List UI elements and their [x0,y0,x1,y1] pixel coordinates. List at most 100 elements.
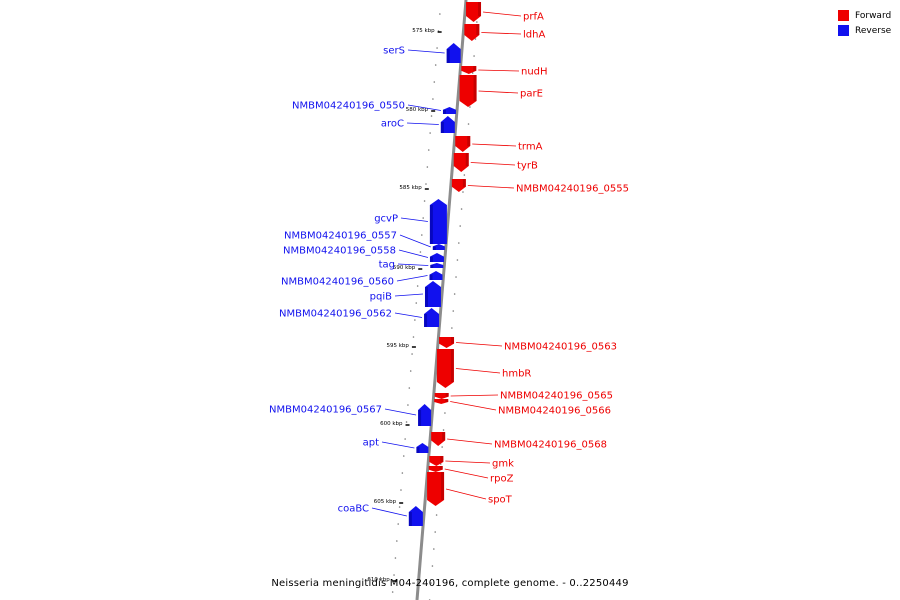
gene-nmbm04240196-0562[interactable] [424,308,440,327]
gene-arrow [446,43,461,63]
gene-label-nudh[interactable]: nudH [521,67,548,78]
gene-prfa[interactable] [466,2,482,22]
gene-shadow [424,287,428,307]
gene-rpoz[interactable] [428,466,443,472]
gene-pqib[interactable] [424,281,441,307]
gene-label-aroc[interactable]: aroC [381,119,404,130]
gene-sers[interactable] [446,43,461,63]
gene-nmbm04240196-0550[interactable] [442,107,456,114]
gene-shadow [424,314,428,327]
track-dot [441,446,443,448]
gene-arrow [455,136,471,152]
gene-label-gcvp[interactable]: gcvP [374,214,398,225]
gene-arrow [408,506,423,526]
gene-label-tag[interactable]: tag [379,260,395,271]
gene-nmbm04240196-0558[interactable] [429,253,444,262]
gene-aroc[interactable] [440,116,455,133]
gene-label-rpoz[interactable]: rpoZ [490,474,514,485]
gene-gcvp[interactable] [429,199,447,244]
legend: Forward Reverse [838,8,891,38]
gene-arrow [464,24,480,41]
track-dot [400,489,402,491]
label-leader [472,143,517,147]
gene-shadow [451,337,455,344]
label-leader [445,488,487,500]
track-dot [456,259,459,261]
gene-shadow [473,75,477,101]
gene-label-gmk[interactable]: gmk [492,459,514,470]
track-dot [434,531,437,533]
gene-nmbm04240196-0568[interactable] [431,432,446,446]
gene-apt[interactable] [416,443,429,453]
track-dot [430,582,432,584]
track-dot [463,174,466,176]
gene-label-prfa[interactable]: prfA [523,12,544,23]
gene-label-spot[interactable]: spoT [488,495,513,506]
tick-label: 610 kbp [367,577,390,583]
gene-arrow [418,404,432,426]
gene-nmbm04240196-0555[interactable] [451,179,466,192]
gene-nmbm04240196-0563[interactable] [439,337,455,348]
gene-nmbm04240196-0565[interactable] [434,393,449,399]
gene-nmbm04240196-0560[interactable] [429,271,443,280]
gene-label-nmbm04240196-0566[interactable]: NMBM04240196_0566 [498,406,611,417]
gene-coabc[interactable] [408,506,423,526]
gene-label-ldha[interactable]: ldhA [523,30,545,41]
gene-label-tyrb[interactable]: tyrB [517,161,538,172]
gene-label-nmbm04240196-0563[interactable]: NMBM04240196_0563 [504,342,617,353]
gene-label-apt[interactable]: apt [363,438,379,449]
track-dot [414,319,416,321]
gene-nmbm04240196-0557[interactable] [432,244,445,250]
gene-arrow [434,399,449,404]
track-dot [460,208,463,210]
gene-label-pare[interactable]: parE [520,89,543,100]
gene-label-nmbm04240196-0560[interactable]: NMBM04240196_0560 [281,277,394,288]
label-leader [371,507,407,517]
gene-hmbr[interactable] [436,349,454,388]
gene-label-coabc[interactable]: coaBC [338,504,369,515]
label-leader [394,293,424,297]
gene-nmbm04240196-0566[interactable] [434,399,449,404]
gene-shadow [430,265,434,268]
gene-tag[interactable] [430,263,444,268]
gene-arrow [451,179,466,192]
gene-label-nmbm04240196-0550[interactable]: NMBM04240196_0550 [292,101,405,112]
gene-shadow [446,49,450,63]
gene-label-hmbr[interactable]: hmbR [502,369,531,380]
gene-shadow [442,109,446,114]
gene-label-nmbm04240196-0555[interactable]: NMBM04240196_0555 [516,184,629,195]
gene-ldha[interactable] [464,24,480,41]
gene-shadow [442,432,446,441]
track-dot [473,55,475,57]
gene-label-sers[interactable]: serS [383,46,405,57]
label-leader [381,441,415,449]
label-leader [384,408,417,416]
gene-label-pqib[interactable]: pqiB [370,292,392,303]
tick-label: 590 kbp [393,265,416,271]
gene-shadow [429,256,433,262]
gene-shadow [418,410,422,426]
label-leader [407,49,445,54]
gene-tyrb[interactable] [453,153,469,172]
gene-label-nmbm04240196-0562[interactable]: NMBM04240196_0562 [279,309,392,320]
gene-label-trma[interactable]: trmA [518,142,543,153]
gene-pare[interactable] [459,75,477,107]
genome-backbone [415,0,468,600]
track-dot [444,412,446,414]
track-dot [391,591,394,593]
gene-gmk[interactable] [429,456,444,466]
gene-label-nmbm04240196-0558[interactable]: NMBM04240196_0558 [283,246,396,257]
gene-shadow [429,205,433,244]
track-dot [434,64,437,66]
gene-label-nmbm04240196-0565[interactable]: NMBM04240196_0565 [500,391,613,402]
tick-label: 605 kbp [374,499,397,505]
gene-label-nmbm04240196-0568[interactable]: NMBM04240196_0568 [494,440,607,451]
gene-nmbm04240196-0567[interactable] [418,404,432,426]
gene-arrow [424,281,441,307]
gene-label-nmbm04240196-0557[interactable]: NMBM04240196_0557 [284,231,397,242]
gene-nudh[interactable] [461,66,477,74]
gene-trma[interactable] [455,136,471,152]
gene-label-nmbm04240196-0567[interactable]: NMBM04240196_0567 [269,405,382,416]
gene-spot[interactable] [427,472,445,506]
